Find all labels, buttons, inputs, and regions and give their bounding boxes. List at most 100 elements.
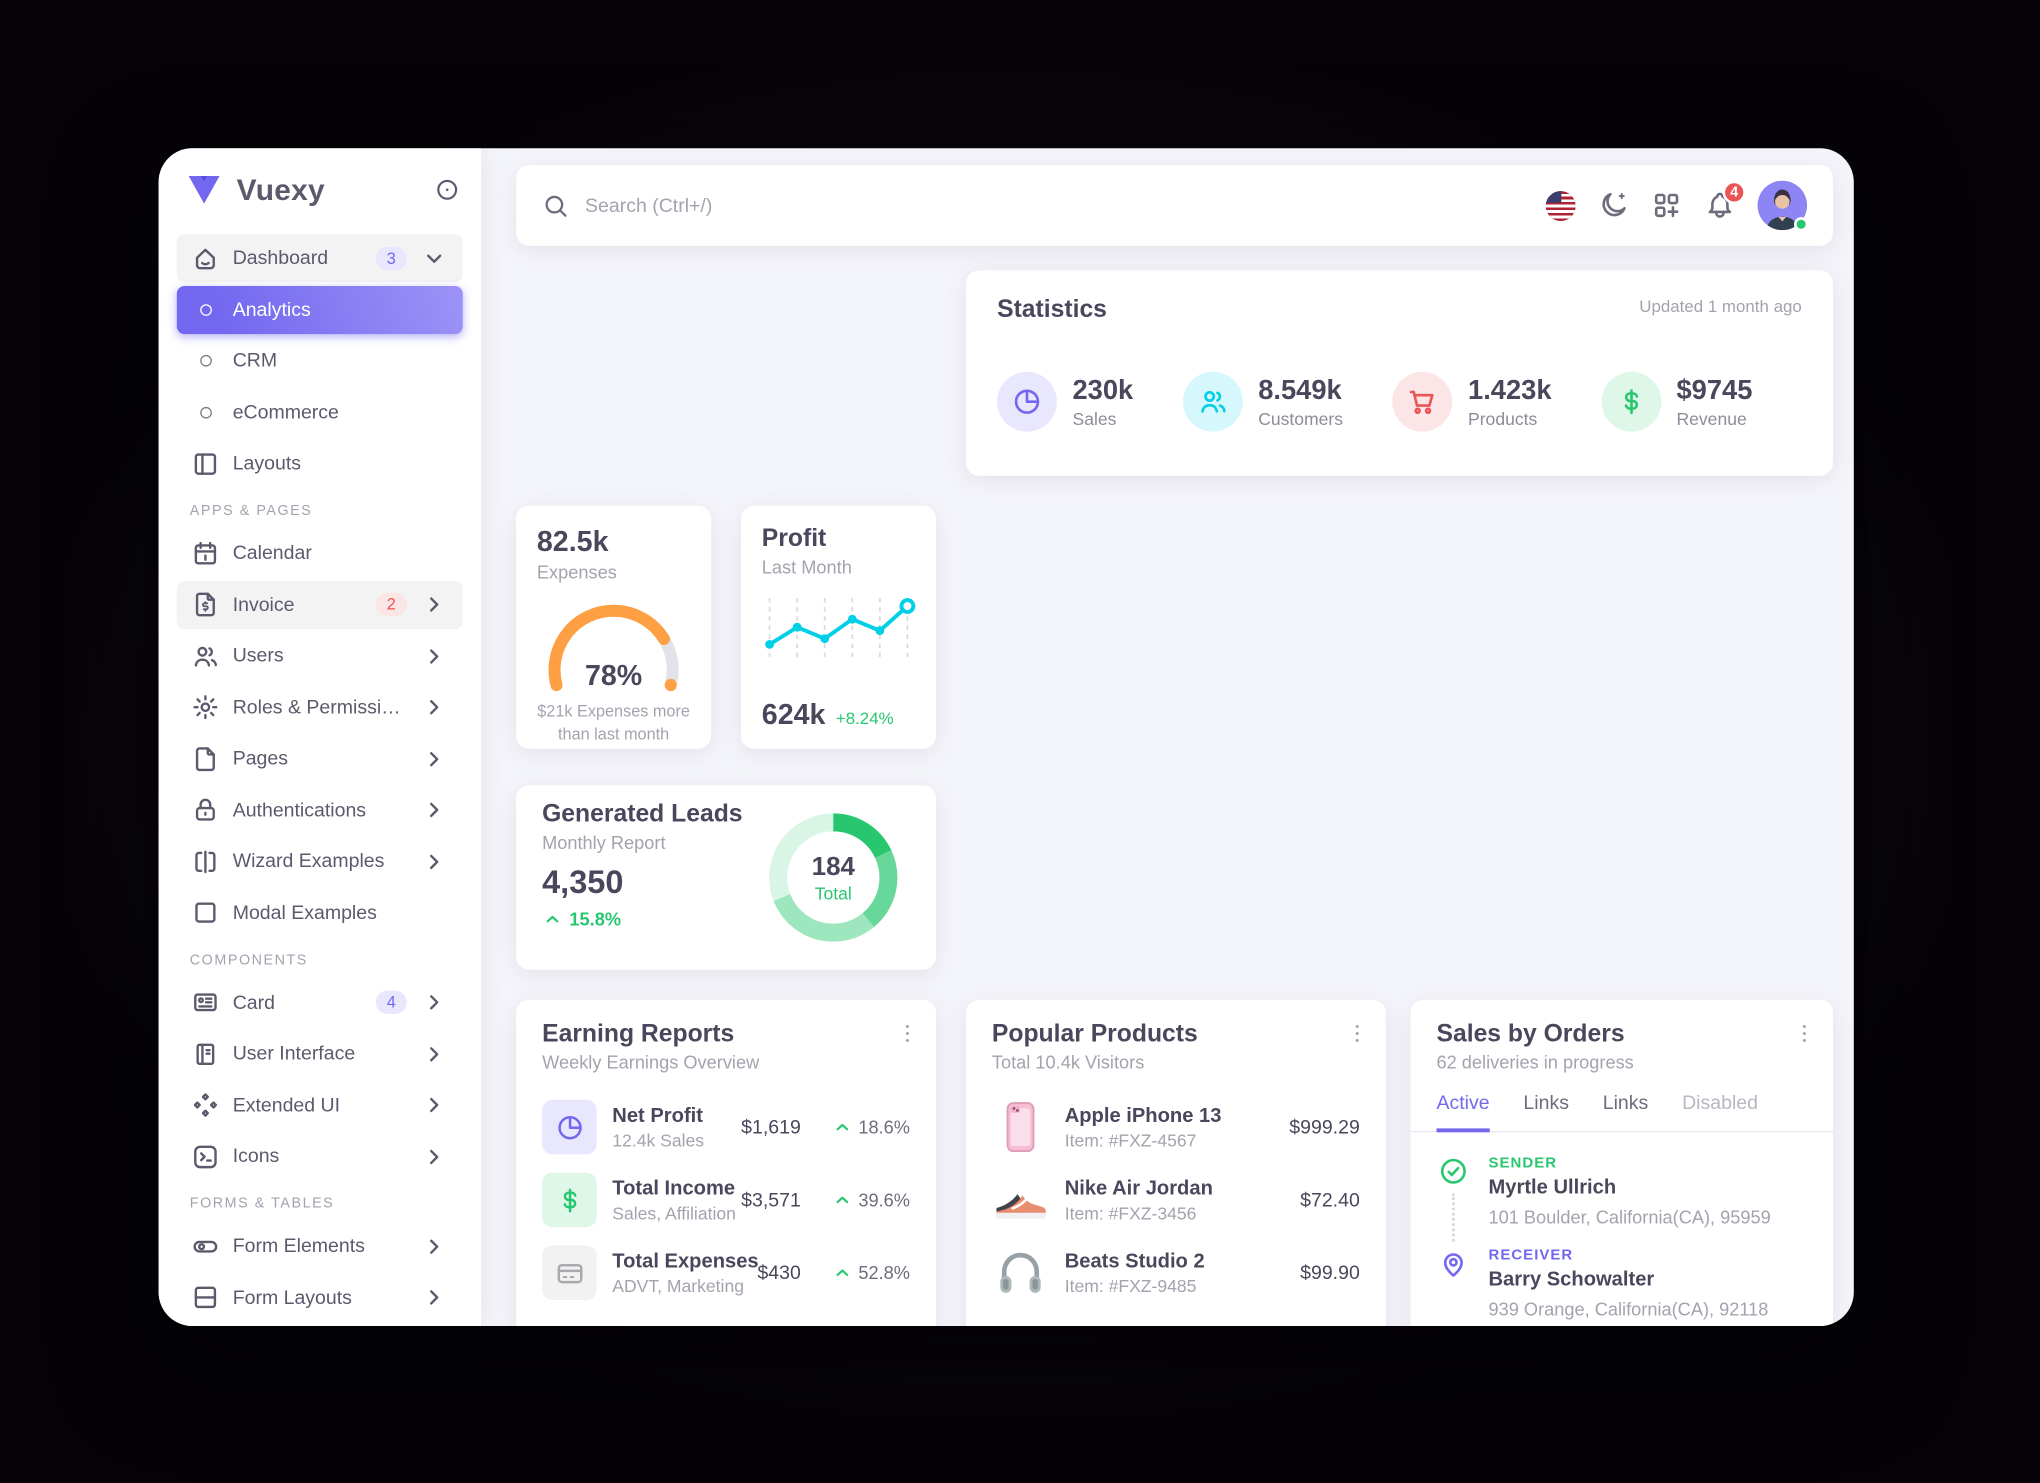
more-options-icon[interactable] [1791,1020,1817,1046]
brand-name: Vuexy [236,172,325,207]
product-row-apple-iphone-13[interactable]: Apple iPhone 13 Item: #FXZ-4567 $999.29 [992,1099,1360,1156]
earning-row-title: Net Profit [612,1104,703,1127]
layout-sidebar-icon [191,449,220,478]
sidebar-item-extended-ui[interactable]: Extended UI [177,1081,463,1129]
bullet-icon [200,303,212,316]
users-icon [1182,371,1243,432]
leads-change-value: 15.8% [569,908,622,930]
check-circle-icon [1438,1156,1469,1187]
tab-active-0[interactable]: Active [1436,1092,1490,1133]
chevron-right-icon [420,988,449,1017]
stat-text: 8.549k Customers [1258,375,1343,428]
cart-icon [1392,371,1453,432]
expenses-card: 82.5k Expenses 78% $21k Expenses more th… [516,505,712,749]
chevron-down-icon [420,244,449,273]
sidebar-item-label: Extended UI [232,1093,341,1117]
sidebar-item-label: Users [232,644,284,667]
bullet-icon [200,354,212,367]
vuexy-logo-icon [185,170,224,209]
stat-value: 1.423k [1468,375,1552,405]
sidebar-item-card[interactable]: Card 4 [177,978,463,1026]
sidebar-item-label: Form Layouts [232,1286,352,1309]
sidebar-item-invoice[interactable]: Invoice 2 [176,580,463,629]
circle-dot-icon[interactable] [434,177,460,203]
statistics-updated: Updated 1 month ago [1639,296,1802,316]
sidebar-item-label: Modal Examples [232,901,377,924]
sidebar-item-label: CRM [232,349,278,372]
chevron-right-icon [420,1039,449,1068]
apps-grid-icon[interactable] [1651,190,1682,221]
sidebar-item-label: Icons [232,1145,280,1168]
navbar-actions: 4 [1545,180,1809,232]
sidebar-item-roles-permissions[interactable]: Roles & Permissions [177,683,463,731]
sidebar: Vuexy Dashboard 3 Analytics CRM eCommerce Lay… [158,148,481,1327]
chevron-right-icon [420,1283,449,1312]
search-input[interactable] [569,194,1546,217]
headphones-image [992,1244,1049,1301]
sidebar-item-crm[interactable]: CRM [177,337,463,385]
product-row-text: Beats Studio 2 Item: #FXZ-9485 [1065,1250,1285,1296]
caret-up-icon [832,1262,853,1283]
tab-disabled-3: Disabled [1682,1092,1758,1115]
more-options-icon[interactable] [1344,1020,1370,1046]
earning-row-text: Net Profit 12.4k Sales [612,1104,712,1150]
stat-label: Customers [1258,408,1344,429]
sidebar-item-dashboard[interactable]: Dashboard 3 [176,233,463,283]
count-badge: 2 [375,592,407,617]
users-icon [191,642,220,671]
sidebar-item-icons[interactable]: Icons [177,1132,463,1180]
stat-products: 1.423k Products [1392,371,1552,432]
sidebar-item-form-layouts[interactable]: Form Layouts [177,1273,463,1321]
bell-icon [1704,190,1735,221]
product-row-beats-studio-2[interactable]: Beats Studio 2 Item: #FXZ-9485 $99.90 [992,1244,1360,1301]
product-name: Beats Studio 2 [1064,1249,1205,1273]
sidebar-item-calendar[interactable]: Calendar [177,529,463,577]
tab-links-1[interactable]: Links [1523,1092,1569,1115]
notifications-button[interactable]: 4 [1704,180,1746,221]
product-price: $99.90 [1300,1261,1360,1284]
popular-products-title: Popular Products [991,1020,1198,1048]
avatar[interactable] [1757,180,1809,232]
stat-value: 8.549k [1258,375,1342,405]
more-options-icon[interactable] [894,1020,920,1046]
toggle-icon [191,1232,220,1261]
product-row-nike-air-jordan[interactable]: Nike Air Jordan Item: #FXZ-3456 $72.40 [992,1171,1360,1228]
online-status-dot [1793,217,1809,232]
earning-row-net-profit: Net Profit 12.4k Sales $1,619 18.6% [542,1099,910,1156]
earning-row-text: Total Expenses ADVT, Marketing [612,1250,758,1296]
us-flag-icon[interactable] [1545,190,1576,221]
sidebar-item-wizard-examples[interactable]: Wizard Examples [177,837,463,885]
sidebar-item-layouts[interactable]: Layouts [177,439,463,487]
sidebar-item-label: Invoice [232,593,295,616]
stat-sales: 230k Sales [997,371,1133,432]
timeline-icon-column [1437,1156,1471,1248]
sidebar-item-analytics[interactable]: Analytics [176,285,463,334]
sidebar-item-authentications[interactable]: Authentications [177,786,463,834]
sidebar-item-modal-examples[interactable]: Modal Examples [177,889,463,937]
chevron-right-icon [420,1232,449,1261]
chevron-right-icon [420,796,449,825]
profit-change: +8.24% [835,708,894,729]
tab-links-2[interactable]: Links [1602,1092,1649,1115]
sidebar-item-pages[interactable]: Pages [177,735,463,783]
earning-row-subtitle: Sales, Affiliation [612,1203,736,1223]
sidebar-item-form-elements[interactable]: Form Elements [177,1222,463,1270]
earning-row-text: Total Income Sales, Affiliation [612,1177,736,1223]
invoice-icon [191,590,220,619]
sidebar-item-user-interface[interactable]: User Interface [177,1030,463,1078]
chevron-right-icon [420,1142,449,1171]
earning-rows: Net Profit 12.4k Sales $1,619 18.6% Total In… [542,1099,910,1302]
timeline-role: SENDER [1488,1155,1558,1172]
sidebar-item-ecommerce[interactable]: eCommerce [177,388,463,436]
sidebar-nav: Dashboard 3 Analytics CRM eCommerce Layouts AP… [159,209,481,1321]
moon-icon[interactable] [1598,190,1629,221]
nav-section-header: APPS & PAGES [189,503,313,519]
timeline-entry-sender: SENDER Myrtle Ullrich 101 Boulder, Califor… [1437,1156,1807,1248]
orders-tabs: Active Links Links Disabled [1410,1092,1833,1133]
sidebar-item-label: eCommerce [232,401,339,424]
caret-up-icon [542,909,563,930]
sales-by-orders-subtitle: 62 deliveries in progress [1436,1051,1634,1073]
orders-timeline: SENDER Myrtle Ullrich 101 Boulder, Califor… [1411,1132,1833,1326]
sidebar-item-users[interactable]: Users [177,632,463,680]
